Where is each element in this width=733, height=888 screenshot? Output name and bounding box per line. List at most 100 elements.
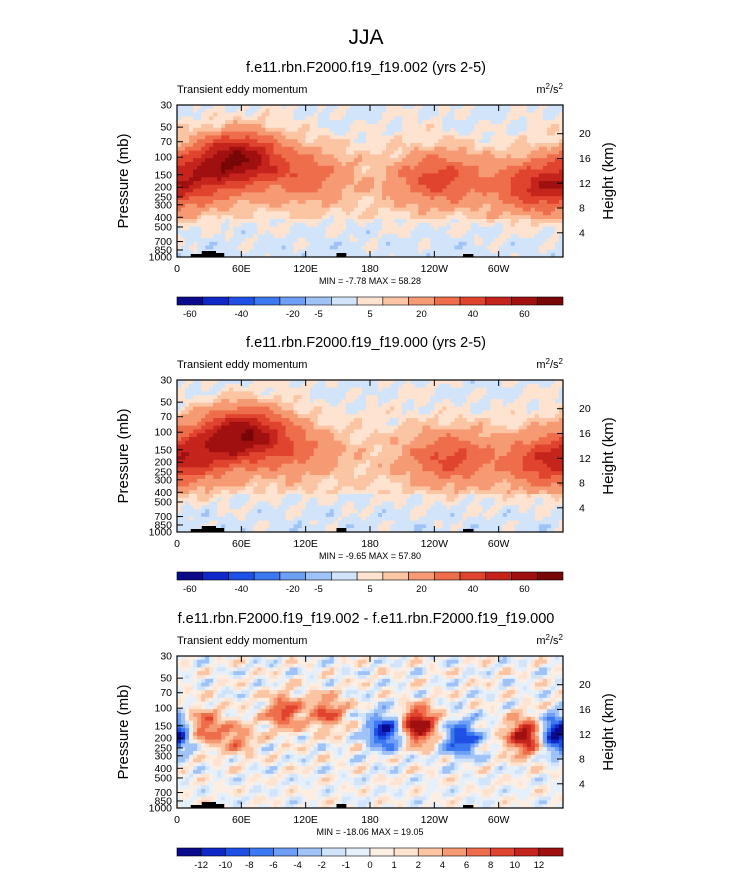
heatmap-cell — [542, 241, 548, 247]
colorbar-label: -60 — [183, 309, 197, 320]
heatmap-cell — [414, 139, 419, 144]
heatmap-cell — [530, 196, 536, 201]
heatmap-cell — [321, 131, 327, 136]
heatmap-cell — [462, 380, 468, 385]
heatmap-cell — [514, 222, 520, 228]
heatmap-cell — [353, 203, 359, 209]
heatmap-cell — [245, 395, 250, 400]
heatmap-cell — [237, 241, 242, 247]
heatmap-cell — [341, 150, 347, 155]
heatmap-cell — [357, 150, 363, 155]
heatmap-cell — [486, 188, 492, 193]
heatmap-cell — [281, 234, 287, 239]
heatmap-cell — [470, 177, 476, 182]
heatmap-cell — [273, 150, 279, 155]
heatmap-cell — [361, 184, 367, 190]
heatmap-cell — [281, 192, 287, 197]
heatmap-cell — [353, 249, 359, 254]
heatmap-cell — [550, 253, 556, 258]
heatmap-cell — [233, 219, 238, 224]
heatmap-cell — [418, 188, 423, 193]
heatmap-cell — [414, 105, 419, 110]
heatmap-cell — [458, 135, 464, 140]
heatmap-cell — [297, 143, 303, 148]
heatmap-cell — [201, 380, 206, 385]
heatmap-cell — [269, 184, 275, 190]
heatmap-cell — [402, 211, 407, 216]
heatmap-cell — [229, 146, 234, 152]
heatmap-cell — [478, 112, 484, 117]
heatmap-cell — [317, 154, 323, 159]
heatmap-cell — [217, 154, 222, 159]
heatmap-cell — [293, 391, 299, 396]
heatmap-cell — [181, 380, 186, 385]
heatmap-cell — [297, 135, 303, 140]
heatmap-cell — [550, 380, 556, 385]
heatmap-cell — [426, 226, 431, 231]
heatmap-cell — [454, 116, 460, 121]
heatmap-cell — [357, 127, 363, 133]
heatmap-cell — [478, 418, 484, 423]
heatmap-cell — [402, 387, 407, 392]
heatmap-cell — [438, 135, 443, 140]
heatmap-cell — [526, 158, 532, 163]
heatmap-cell — [382, 387, 387, 392]
heatmap-cell — [313, 165, 319, 171]
heatmap-cell — [213, 112, 218, 117]
heatmap-cell — [201, 158, 206, 163]
heatmap-cell — [333, 143, 339, 148]
heatmap-cell — [357, 135, 363, 140]
heatmap-cell — [193, 177, 198, 182]
heatmap-cell — [253, 203, 259, 209]
heatmap-cell — [353, 230, 359, 235]
heatmap-cell — [237, 391, 242, 396]
heatmap-cell — [317, 169, 323, 174]
heatmap-cell — [494, 219, 500, 224]
heatmap-cell — [398, 245, 403, 250]
heatmap-cell — [390, 112, 395, 117]
heatmap-cell — [386, 219, 391, 224]
heatmap-cell — [257, 177, 263, 182]
heatmap-cell — [402, 414, 407, 419]
heatmap-cell — [321, 387, 327, 392]
heatmap-cell — [261, 410, 267, 415]
heatmap-cell — [209, 135, 214, 140]
heatmap-cell — [213, 399, 218, 404]
heatmap-cell — [261, 207, 267, 212]
heatmap-cell — [458, 188, 464, 193]
heatmap-cell — [229, 234, 234, 239]
heatmap-cell — [402, 135, 407, 140]
heatmap-cell — [189, 127, 194, 133]
heatmap-cell — [394, 112, 399, 117]
heatmap-cell — [506, 143, 512, 148]
heatmap-cell — [410, 143, 415, 148]
heatmap-cell — [390, 124, 395, 129]
heatmap-cell — [550, 222, 556, 228]
heatmap-cell — [534, 226, 540, 231]
heatmap-cell — [486, 222, 492, 228]
heatmap-cell — [241, 192, 246, 197]
heatmap-cell — [357, 211, 363, 216]
heatmap-cell — [514, 406, 520, 411]
heatmap-cell — [442, 192, 447, 197]
heatmap-cell — [293, 387, 299, 392]
heatmap-cell — [426, 131, 431, 136]
heatmap-cell — [514, 380, 520, 385]
heatmap-cell — [510, 380, 516, 385]
heatmap-cell — [193, 108, 198, 114]
heatmap-cell — [249, 112, 254, 117]
heatmap-cell — [181, 165, 186, 171]
colorbar-label: -5 — [314, 309, 322, 320]
heatmap-cell — [277, 105, 283, 110]
heatmap-cell — [237, 203, 242, 209]
heatmap-cell — [426, 196, 431, 201]
heatmap-cell — [398, 169, 403, 174]
heatmap-cell — [293, 143, 299, 148]
heatmap-cell — [478, 387, 484, 392]
heatmap-cell — [357, 165, 363, 171]
heatmap-cell — [197, 203, 202, 209]
heatmap-cell — [269, 150, 275, 155]
heatmap-cell — [301, 120, 307, 125]
heatmap-cell — [442, 245, 447, 250]
heatmap-cell — [446, 108, 452, 114]
